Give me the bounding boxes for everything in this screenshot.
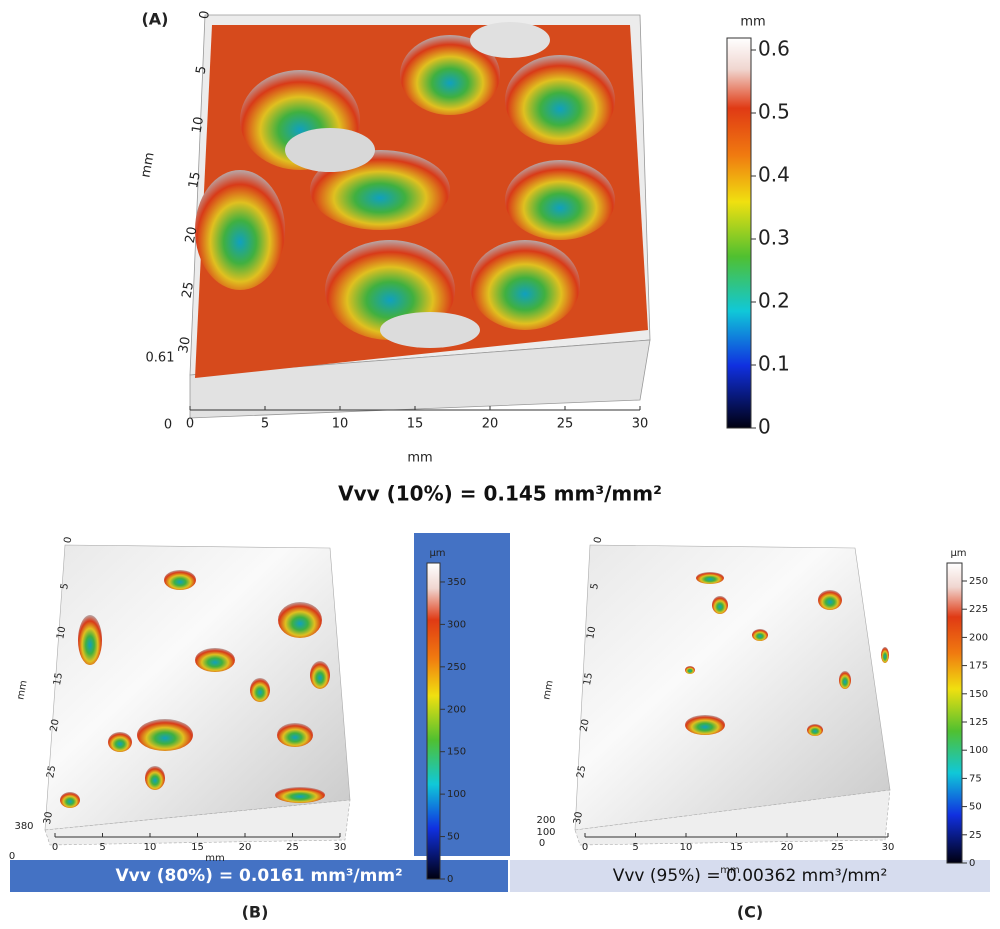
surface-c [575,545,890,845]
colorbar-tick-label: 0 [758,415,771,439]
colorbar-unit: mm [740,15,765,30]
colorbar-tick-label: 200 [969,632,988,643]
x-tick-label: 20 [482,417,499,432]
y-axis-title: mm [138,151,157,179]
y-tick-label: 25 [45,765,58,779]
y-tick-label: 0 [593,536,605,544]
y-tick-label: 20 [183,226,201,245]
colorbar-tick-label: 0.4 [758,163,790,187]
y-tick-label: 0 [197,10,213,21]
colorbar-tick-label: 100 [447,789,466,800]
colorbar-tick-label: 0.1 [758,352,790,376]
colorbar-tick-label: 0 [969,858,975,869]
y-tick-label: 10 [190,116,208,135]
y-tick-label: 15 [582,672,595,686]
colorbar [427,563,440,879]
x-tick-label: 20 [781,842,794,853]
panel-label: (C) [737,903,763,922]
colorbar-tick-label: 0.2 [758,289,790,313]
x-tick-label: 30 [632,417,649,432]
x-tick-label: 5 [261,417,269,432]
y-tick-label: 0 [63,536,75,544]
surface-b [45,545,350,845]
colorbar-tick-label: 175 [969,661,988,672]
colorbar-tick-label: 50 [969,802,982,813]
colorbar-tick-label: 125 [969,717,988,728]
y-tick-label: 10 [585,626,598,640]
colorbar-tick-label: 150 [447,747,466,758]
x-tick-label: 30 [334,842,347,853]
z-tick-label: 380 [14,821,33,832]
surface-a [190,15,650,418]
colorbar-unit: µm [950,548,966,559]
x-axis-title: mm [205,853,224,864]
x-tick-label: 25 [557,417,574,432]
y-tick-label: 20 [49,718,62,732]
x-tick-label: 0 [186,417,194,432]
colorbar-tick-label: 0.3 [758,226,790,250]
y-tick-label: 20 [579,718,592,732]
x-tick-label: 15 [407,417,424,432]
z-tick-label: 0 [539,838,545,849]
caption: Vvv (80%) = 0.0161 mm³/mm² [115,866,402,886]
colorbar-tick-label: 200 [447,704,466,715]
y-axis-title: mm [15,680,29,701]
colorbar [947,563,962,863]
colorbar-tick-label: 50 [447,832,460,843]
colorbar-tick-label: 0 [447,874,453,885]
x-tick-label: 5 [99,842,105,853]
colorbar-tick-label: 150 [969,689,988,700]
colorbar-tick-label: 0.5 [758,100,790,124]
y-tick-label: 15 [186,171,204,190]
colorbar [727,38,751,428]
colorbar-tick-label: 25 [969,830,982,841]
colorbar-tick-label: 300 [447,619,466,630]
x-tick-label: 10 [680,842,693,853]
z-tick-label: 0.61 [146,351,175,366]
colorbar-tick-label: 350 [447,577,466,588]
z-tick-label: 0 [164,418,172,433]
colorbar-tick-label: 225 [969,604,988,615]
y-tick-label: 25 [575,765,588,779]
z-tick-label: 0 [9,851,15,862]
x-tick-label: 15 [191,842,204,853]
x-tick-label: 10 [332,417,349,432]
colorbar-tick-label: 250 [447,662,466,673]
x-axis-title: mm [407,451,432,466]
x-tick-label: 25 [286,842,299,853]
panel-label: (A) [141,10,168,29]
x-tick-label: 25 [831,842,844,853]
y-axis-title: mm [541,680,555,701]
panel-label: (B) [242,903,269,922]
x-tick-label: 15 [730,842,743,853]
x-tick-label: 30 [882,842,895,853]
y-tick-label: 25 [180,281,198,300]
x-tick-label: 20 [239,842,252,853]
colorbar-tick-label: 0.6 [758,37,790,61]
page: {"panels": [ {"label": "(A)", "x_axis_ti… [0,0,1000,929]
x-tick-label: 10 [144,842,157,853]
z-tick-label: 200 [536,815,555,826]
x-tick-label: 5 [632,842,638,853]
x-tick-label: 0 [582,842,588,853]
colorbar-tick-label: 75 [969,773,982,784]
caption: Vvv (95%) = 0.00362 mm³/mm² [613,866,888,886]
figure: 0510152025300510152025300.610mmmmmm0.60.… [0,0,1000,929]
z-tick-label: 100 [536,827,555,838]
colorbar-tick-label: 100 [969,745,988,756]
x-tick-label: 0 [52,842,58,853]
y-tick-label: 15 [52,672,65,686]
y-tick-label: 30 [42,811,55,825]
colorbar-tick-label: 250 [969,576,988,587]
y-tick-label: 30 [572,811,585,825]
caption: Vvv (10%) = 0.145 mm³/mm² [338,482,662,506]
y-tick-label: 10 [55,626,68,640]
y-tick-label: 30 [176,336,194,355]
colorbar-unit: µm [429,548,445,559]
